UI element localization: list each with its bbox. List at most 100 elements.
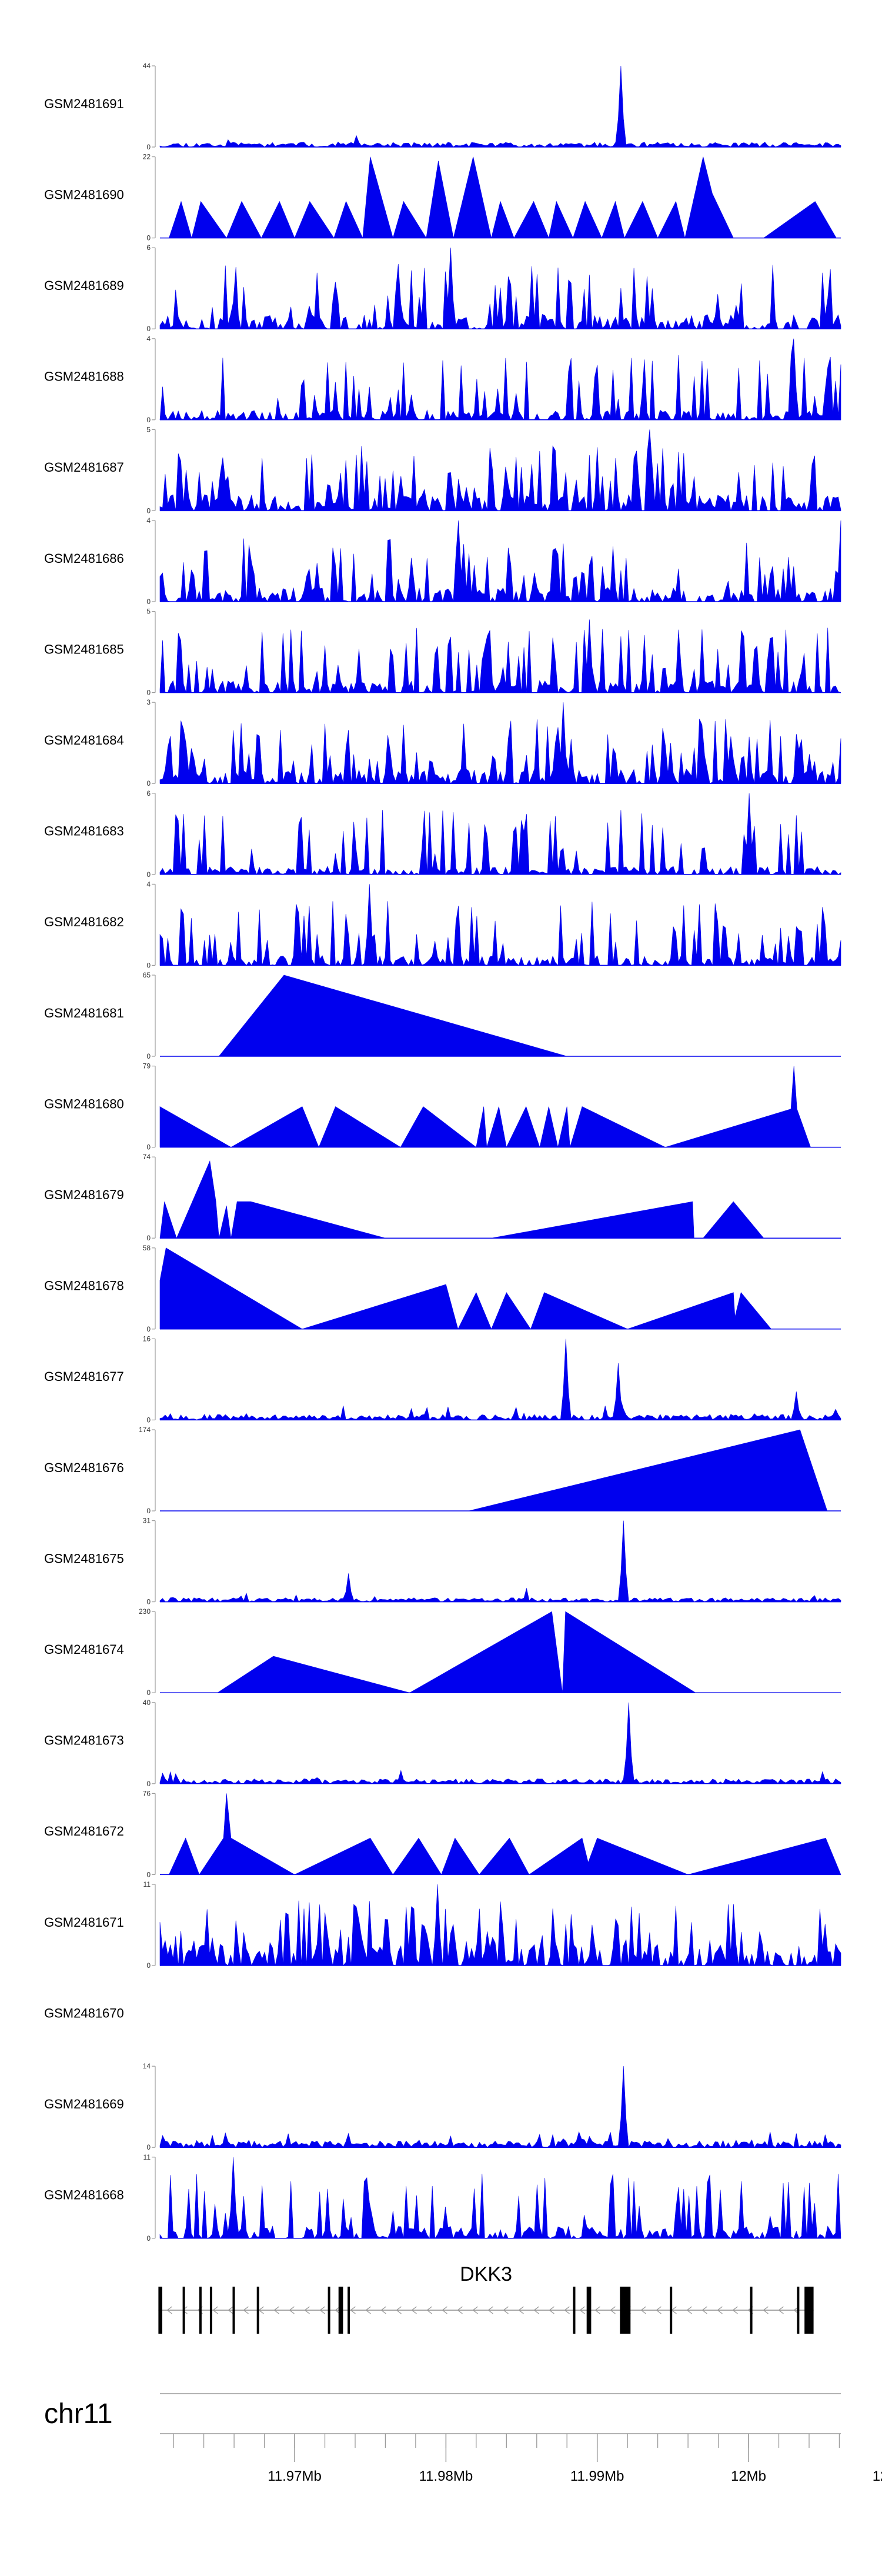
y-axis-max-label: 174 xyxy=(139,1426,151,1434)
signal-area xyxy=(159,1066,811,1148)
strand-arrow xyxy=(487,2306,493,2314)
signal-area xyxy=(159,1884,841,1967)
axis-tick-label: 11.98Mb xyxy=(419,2468,473,2484)
signal-area xyxy=(159,619,841,693)
track-GSM2481686: GSM2481686 4 0 xyxy=(44,516,841,606)
track-GSM2481689: GSM2481689 6 0 xyxy=(44,243,841,333)
strand-arrow xyxy=(350,2306,356,2314)
strand-arrow xyxy=(380,2306,386,2314)
track-GSM2481671: GSM2481671 11 0 xyxy=(44,1880,841,1970)
track-GSM2481674: GSM2481674 230 0 xyxy=(44,1607,841,1697)
signal-area xyxy=(159,1702,841,1784)
y-axis-max-label: 22 xyxy=(143,153,151,161)
track-GSM2481676: GSM2481676 174 0 xyxy=(44,1426,841,1515)
track-GSM2481678: GSM2481678 58 0 xyxy=(44,1244,841,1333)
y-axis-min-label: 0 xyxy=(146,1780,151,1788)
strand-arrow xyxy=(442,2306,447,2314)
y-axis-max-label: 11 xyxy=(143,2153,151,2161)
track-GSM2481673: GSM2481673 40 0 xyxy=(44,1699,841,1788)
track-GSM2481691: GSM2481691 44 0 xyxy=(44,62,841,151)
gene-exon xyxy=(160,2287,162,2334)
track-label: GSM2481678 xyxy=(44,1279,124,1293)
strand-arrow xyxy=(518,2306,524,2314)
track-label: GSM2481682 xyxy=(44,915,124,929)
y-axis-min-label: 0 xyxy=(146,506,151,515)
y-axis-min-label: 0 xyxy=(146,1961,151,1970)
y-axis-max-label: 44 xyxy=(143,62,151,70)
gene-exon xyxy=(804,2287,811,2334)
strand-arrow xyxy=(228,2306,233,2314)
strand-arrow xyxy=(732,2306,738,2314)
strand-arrow xyxy=(564,2306,570,2314)
y-axis-min-label: 0 xyxy=(146,961,151,969)
gene-exon xyxy=(199,2287,202,2334)
axis-tick-label: 12.01Mb xyxy=(873,2468,882,2484)
signal-area xyxy=(468,1429,828,1511)
track-label: GSM2481677 xyxy=(44,1369,124,1384)
gene-track: DKK3 xyxy=(158,2263,814,2334)
signal-area xyxy=(216,1611,697,1693)
strand-arrow xyxy=(656,2306,662,2314)
y-axis-max-label: 3 xyxy=(146,698,151,706)
y-axis-min-label: 0 xyxy=(146,1052,151,1060)
track-GSM2481682: GSM2481682 4 0 xyxy=(44,880,841,969)
track-label: GSM2481683 xyxy=(44,824,124,839)
track-label: GSM2481688 xyxy=(44,369,124,384)
signal-area xyxy=(159,1160,764,1239)
strand-arrow xyxy=(289,2306,295,2314)
y-axis-min-label: 0 xyxy=(146,234,151,242)
gene-exon xyxy=(670,2287,673,2334)
strand-arrow xyxy=(763,2306,769,2314)
strand-arrow xyxy=(411,2306,417,2314)
signal-area xyxy=(168,1793,841,1876)
track-label: GSM2481672 xyxy=(44,1824,124,1838)
strand-arrow xyxy=(426,2306,432,2314)
signal-area xyxy=(159,1520,841,1602)
y-axis-max-label: 16 xyxy=(143,1334,151,1343)
y-axis-max-label: 76 xyxy=(143,1789,151,1797)
y-axis-min-label: 0 xyxy=(146,1507,151,1515)
strand-arrow xyxy=(166,2306,172,2314)
y-axis-min-label: 0 xyxy=(146,1689,151,1697)
track-label: GSM2481691 xyxy=(44,96,124,111)
y-axis-min-label: 0 xyxy=(146,2143,151,2151)
gene-exon xyxy=(158,2287,161,2334)
strand-arrow xyxy=(304,2306,310,2314)
y-axis-min-label: 0 xyxy=(146,143,151,151)
strand-arrow xyxy=(686,2306,692,2314)
y-axis-max-label: 230 xyxy=(139,1607,151,1616)
track-label: GSM2481689 xyxy=(44,278,124,293)
y-axis-max-label: 6 xyxy=(146,243,151,252)
y-axis-min-label: 0 xyxy=(146,1598,151,1606)
y-axis-min-label: 0 xyxy=(146,2234,151,2243)
chromosome-label: chr11 xyxy=(44,2398,113,2430)
y-axis-min-label: 0 xyxy=(146,689,151,697)
y-axis-max-label: 14 xyxy=(143,2062,151,2070)
strand-arrow xyxy=(503,2306,509,2314)
strand-arrow xyxy=(243,2306,249,2314)
signal-area xyxy=(159,248,841,330)
gene-exon xyxy=(348,2287,350,2334)
gene-exon xyxy=(232,2287,235,2334)
track-GSM2481680: GSM2481680 79 0 xyxy=(44,1062,841,1152)
signal-area xyxy=(159,793,841,875)
gene-exon xyxy=(328,2287,330,2334)
y-axis-max-label: 31 xyxy=(143,1517,151,1525)
gene-name-label: DKK3 xyxy=(460,2263,512,2285)
track-label: GSM2481676 xyxy=(44,1460,124,1475)
axis-tick-label: 11.99Mb xyxy=(570,2468,624,2484)
strand-arrow xyxy=(273,2306,279,2314)
track-label: GSM2481684 xyxy=(44,733,124,748)
track-GSM2481668: GSM2481668 11 0 xyxy=(44,2153,841,2243)
track-label: GSM2481680 xyxy=(44,1096,124,1111)
strand-arrow xyxy=(594,2306,600,2314)
track-GSM2481670: GSM2481670 xyxy=(44,2006,124,2020)
gene-exon xyxy=(810,2287,814,2334)
y-axis-max-label: 74 xyxy=(143,1153,151,1161)
y-axis-max-label: 4 xyxy=(146,516,151,525)
strand-arrow xyxy=(717,2306,723,2314)
signal-area xyxy=(159,1247,772,1330)
track-label: GSM2481670 xyxy=(44,2006,124,2020)
y-axis-max-label: 6 xyxy=(146,789,151,798)
track-label: GSM2481671 xyxy=(44,1915,124,1930)
